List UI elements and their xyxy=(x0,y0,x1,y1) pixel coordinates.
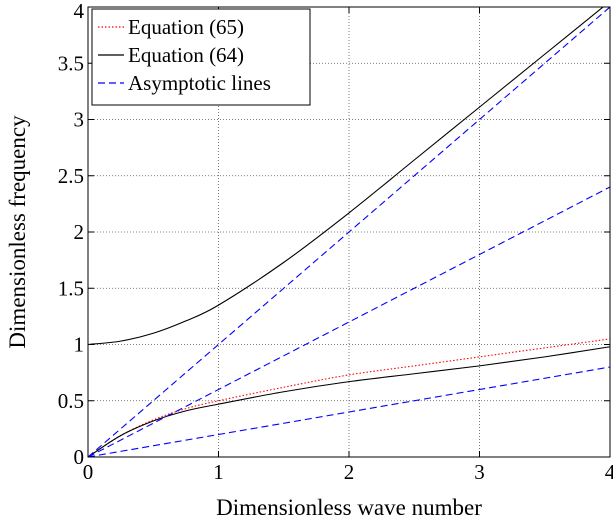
series-asymptotic-lines-line xyxy=(88,7,610,457)
y-axis-label: Dimensionless frequency xyxy=(5,115,30,349)
legend-label: Asymptotic lines xyxy=(128,71,271,95)
y-tick-label: 2.5 xyxy=(58,164,84,188)
series-asymptotic-lines-line xyxy=(88,186,610,457)
series-equation-64-line xyxy=(88,346,610,457)
legend-box xyxy=(91,8,311,106)
legend-label: Equation (65) xyxy=(128,15,244,39)
grid xyxy=(88,7,610,457)
y-tick-label: 3.5 xyxy=(58,51,84,75)
y-tick-label: 0.5 xyxy=(58,389,84,413)
x-tick-label: 4 xyxy=(605,460,613,484)
x-tick-label: 0 xyxy=(83,460,94,484)
x-tick-label: 3 xyxy=(474,460,485,484)
series-equation-64-line xyxy=(88,7,604,346)
x-tick-label: 2 xyxy=(344,460,355,484)
series-equation-65-line xyxy=(88,338,610,457)
y-tick-label: 3 xyxy=(74,108,85,132)
y-tick-label: 4 xyxy=(74,0,85,23)
legend-label: Equation (64) xyxy=(128,43,244,67)
y-tick-label: 1.5 xyxy=(58,276,84,300)
legend: Equation (65) Equation (64) Asymptotic lin… xyxy=(91,8,311,106)
y-tick-label: 1 xyxy=(74,333,85,357)
tick-labels: 0 1 2 3 4 0 0.5 1 1.5 2 2.5 3 3.5 4 xyxy=(58,0,613,484)
y-tick-label: 0 xyxy=(74,445,85,469)
series-layer xyxy=(88,7,610,457)
x-axis-label: Dimensionless wave number xyxy=(216,495,482,520)
series-asymptotic-lines-line xyxy=(88,366,610,457)
y-tick-label: 2 xyxy=(74,220,85,244)
x-tick-label: 1 xyxy=(213,460,224,484)
